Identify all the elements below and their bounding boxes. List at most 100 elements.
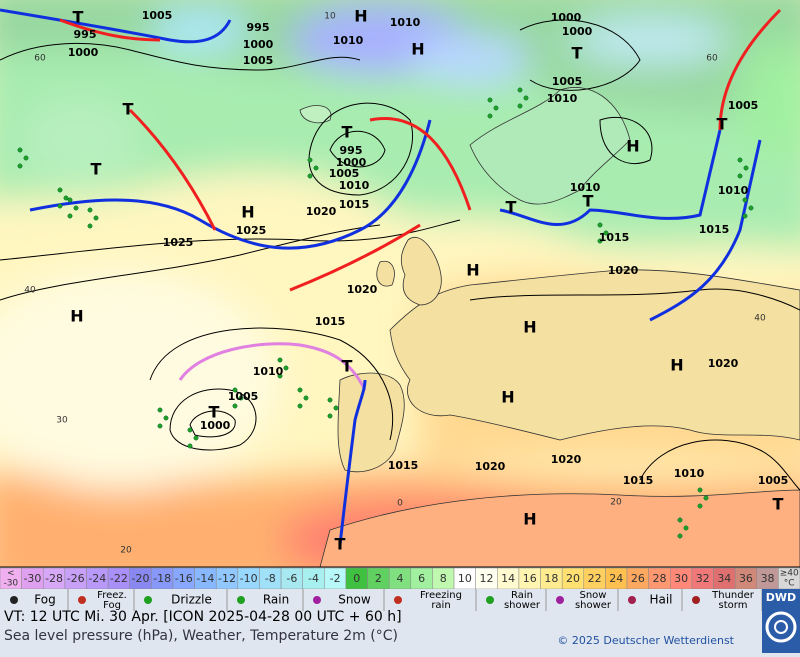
legend-label: shower [504, 600, 541, 611]
temperature-label: -26 [67, 572, 85, 585]
grid-label: 30 [56, 416, 68, 426]
temperature-label: -16 [175, 572, 193, 585]
rain-symbol [742, 213, 748, 219]
legend-symbol [486, 596, 494, 604]
pressure-center: T [506, 198, 517, 217]
pressure-center: T [335, 535, 346, 554]
pressure-center: T [209, 403, 220, 422]
legend-symbol [556, 596, 564, 604]
temperature-label: 16 [523, 572, 537, 585]
rain-symbol [313, 165, 319, 171]
rain-symbol [23, 155, 29, 161]
rain-symbol [493, 105, 499, 111]
copyright: © 2025 Deutscher Wetterdienst [557, 634, 734, 647]
isobar-label: 1000 [243, 38, 274, 51]
temperature-label: 22 [588, 572, 602, 585]
grid-label: 20 [120, 546, 132, 556]
pressure-center: H [523, 510, 536, 529]
legend-label: Fog [34, 593, 55, 607]
rain-symbol [87, 223, 93, 229]
rain-symbol [303, 395, 309, 401]
temperature-label: 28 [652, 572, 666, 585]
temperature-label: -10 [240, 572, 258, 585]
grid-label: 40 [24, 286, 36, 296]
temperature-label: 30 [674, 572, 688, 585]
legend-symbol [144, 596, 152, 604]
rain-symbol [297, 387, 303, 393]
temperature-label: 12 [479, 572, 493, 585]
isobar-label: 995 [74, 28, 97, 41]
isobar-label: 1005 [552, 75, 583, 88]
weather-legend-bg [0, 589, 762, 611]
isobar-label: 1010 [674, 467, 705, 480]
rain-symbol [743, 165, 749, 171]
isobar-label: 1025 [236, 224, 267, 237]
rain-symbol [742, 197, 748, 203]
rain-symbol [683, 525, 689, 531]
temperature-label: -30 [3, 579, 18, 589]
temperature-label: 10 [458, 572, 472, 585]
rain-symbol [297, 403, 303, 409]
temperature-label: 4 [397, 572, 404, 585]
rain-symbol [232, 403, 238, 409]
rain-symbol [327, 397, 333, 403]
temperature-label: -4 [308, 572, 319, 585]
legend-label: Snow [580, 590, 607, 601]
isobar-label: 1005 [142, 9, 173, 22]
legend-symbol [237, 596, 245, 604]
legend-label: Snow [338, 593, 371, 607]
logo-mark [774, 620, 788, 634]
pressure-center: H [501, 388, 514, 407]
rain-symbol [57, 203, 63, 209]
isobar-label: 1000 [562, 25, 593, 38]
pressure-center: H [670, 356, 683, 375]
logo: DWD [766, 591, 796, 604]
legend-symbol [78, 596, 86, 604]
temperature-label: -30 [23, 572, 41, 585]
rain-symbol [87, 207, 93, 213]
isobar-label: 1005 [728, 99, 759, 112]
temperature-label: 18 [544, 572, 558, 585]
rain-symbol [157, 423, 163, 429]
rain-symbol [737, 173, 743, 179]
legend-label: rain [431, 600, 450, 611]
temperature-label: -20 [132, 572, 150, 585]
temperature-label: -24 [88, 572, 106, 585]
rain-symbol [487, 113, 493, 119]
isobar-label: 1010 [570, 181, 601, 194]
isobar-label: 1015 [339, 198, 370, 211]
isobar-label: 1020 [347, 283, 378, 296]
temperature-label: 2 [375, 572, 382, 585]
isobar-label: 1010 [333, 34, 364, 47]
temperature-label: ≥40 [780, 569, 799, 579]
pressure-center: T [717, 115, 728, 134]
isobar-label: 1015 [388, 459, 419, 472]
legend-label: Thunder [711, 590, 755, 601]
rain-symbol [67, 197, 73, 203]
rain-symbol [677, 517, 683, 523]
temperature-label: 26 [631, 572, 645, 585]
isobar-label: 1000 [551, 11, 582, 24]
grid-label: 20 [610, 498, 622, 508]
grid-label: 40 [754, 314, 766, 324]
temperature-label: 32 [696, 572, 710, 585]
isobar-label: 1015 [315, 315, 346, 328]
pressure-center: H [411, 40, 424, 59]
grid-label: 0 [397, 499, 403, 509]
legend-label: storm [719, 600, 748, 611]
rain-symbol [597, 238, 603, 244]
rain-symbol [277, 373, 283, 379]
pressure-center: T [91, 160, 102, 179]
pressure-center: T [583, 192, 594, 211]
temperature-label: -2 [330, 572, 341, 585]
isobar-label: 1020 [708, 357, 739, 370]
legend-symbol [313, 596, 321, 604]
rain-symbol [697, 487, 703, 493]
temperature-label: -8 [265, 572, 276, 585]
temperature-label: 0 [353, 572, 360, 585]
description: Sea level pressure (hPa), Weather, Tempe… [4, 628, 398, 644]
rain-symbol [193, 435, 199, 441]
isobar-label: 1020 [475, 460, 506, 473]
